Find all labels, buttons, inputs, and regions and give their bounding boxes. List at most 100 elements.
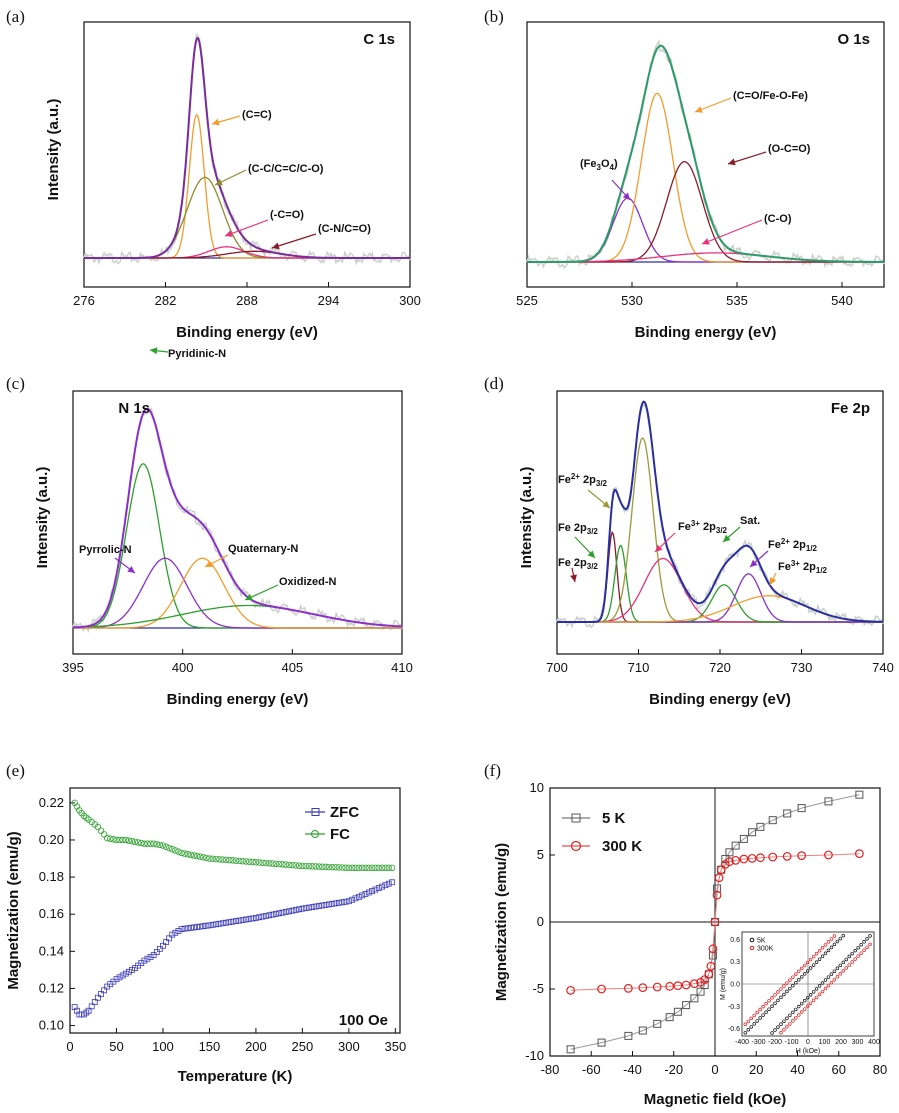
- inset-point-5k: [838, 936, 843, 941]
- zfc-point: [166, 935, 173, 942]
- fc-point: [178, 849, 185, 857]
- zfc-point: [200, 923, 207, 930]
- zfc-point: [122, 970, 129, 977]
- zfc-point: [292, 907, 299, 913]
- inset-point-300k: [832, 934, 837, 938]
- inset-point-300k: [785, 981, 789, 985]
- fc-point: [222, 856, 230, 864]
- inset-point-5k: [853, 948, 857, 953]
- inset-point-5k: [820, 981, 825, 985]
- x-tick-label: 300: [399, 293, 421, 308]
- zfc-point: [175, 928, 182, 934]
- inset-point-5k: [826, 975, 831, 979]
- zfc-point: [342, 898, 349, 905]
- envelope-fit: [557, 400, 883, 623]
- inset-point-5k: [808, 966, 813, 970]
- zfc-point: [319, 902, 326, 909]
- fc-point: [212, 855, 220, 863]
- panel-title: Fe 2p: [831, 400, 870, 417]
- zfc-point: [85, 1007, 92, 1014]
- inset-x-tick-label: -400: [735, 1039, 749, 1046]
- fc-point: [110, 836, 117, 843]
- x-tick-label: 400: [172, 660, 194, 675]
- inset-point-300k: [835, 974, 840, 979]
- inset-point-300k: [767, 998, 771, 1003]
- zfc-point: [156, 945, 163, 952]
- y-tick-label: 5: [537, 847, 544, 862]
- zfc-point: [316, 903, 322, 909]
- fc-point: [292, 862, 299, 869]
- inset-point-5k: [764, 1010, 768, 1014]
- point-300k: [681, 980, 691, 990]
- x-tick-label: 535: [726, 293, 748, 308]
- zfc-point: [169, 931, 176, 938]
- zfc-point: [322, 902, 329, 908]
- inset-point-300k: [782, 984, 786, 988]
- x-axis-label: Binding energy (eV): [176, 324, 318, 341]
- zfc-point: [329, 900, 336, 907]
- zfc-point: [91, 999, 98, 1005]
- point-300k: [704, 969, 714, 979]
- fc-point: [332, 864, 339, 871]
- inset-point-300k: [797, 969, 801, 974]
- inset-point-5k: [782, 1019, 786, 1023]
- fc-point: [352, 864, 359, 872]
- zfc-point: [101, 987, 107, 994]
- zfc-point: [262, 913, 269, 919]
- fc-point: [375, 864, 382, 872]
- zfc-point: [233, 918, 239, 925]
- zfc-point: [184, 925, 191, 932]
- x-tick-label: 250: [292, 1039, 314, 1054]
- zfc-point: [163, 939, 169, 945]
- zfc-point: [172, 929, 179, 936]
- inset-point-300k: [817, 948, 822, 953]
- annotation-arrow-head: [770, 577, 777, 585]
- fc-point: [156, 841, 164, 849]
- fc-point: [193, 852, 201, 860]
- zfc-point: [362, 891, 369, 897]
- fc-point: [275, 860, 283, 868]
- x-tick-label: 20: [749, 1062, 763, 1077]
- zfc-point: [339, 899, 346, 906]
- inset-plot: -400 -300 -200 -100 0 100 200 300 400 -0.6 -0.3 0.0…: [720, 931, 880, 1055]
- inset-y-tick-label: 0.6: [730, 937, 740, 944]
- fc-point: [265, 860, 273, 867]
- component-peak: [527, 92, 884, 263]
- annotation-arrow-head: [655, 544, 663, 552]
- inset-point-5k: [835, 939, 840, 944]
- inset-point-5k: [779, 1022, 783, 1026]
- zfc-point: [197, 923, 204, 930]
- fc-point: [153, 841, 160, 848]
- inset-point-300k: [808, 1001, 813, 1005]
- x-tick-label: 395: [62, 660, 84, 675]
- point-5k: [739, 834, 748, 843]
- inset-point-5k: [749, 1025, 753, 1029]
- point-300k: [665, 981, 675, 991]
- legend-label: ZFC: [330, 804, 359, 821]
- zfc-point: [279, 909, 286, 916]
- zfc-point: [302, 905, 309, 912]
- fc-point: [372, 864, 379, 872]
- x-tick-label: 40: [790, 1062, 804, 1077]
- fc-point: [100, 831, 108, 838]
- peak-label: Pyridinic-N: [168, 348, 226, 360]
- annotation-arrow-head: [127, 566, 135, 573]
- fc-point: [262, 859, 270, 867]
- inset-legend-marker: [749, 937, 755, 943]
- inset-point-5k: [797, 1004, 801, 1009]
- x-tick-label: 100: [152, 1039, 174, 1054]
- inset-point-300k: [749, 1016, 753, 1021]
- fc-point: [229, 857, 236, 864]
- zfc-point: [246, 916, 253, 922]
- inset-point-300k: [814, 951, 819, 956]
- inset-point-5k: [758, 1016, 762, 1020]
- fc-point: [94, 823, 102, 831]
- fc-point: [203, 854, 210, 862]
- panel-f: -80 -60 -40 -20 0 20 40 60 80-10-50510(f)Magneti…: [484, 761, 887, 1108]
- zfc-point: [259, 913, 266, 920]
- point-300k: [673, 981, 683, 991]
- inset-point-300k: [820, 946, 825, 950]
- inset-point-300k: [868, 942, 872, 947]
- zfc-point: [389, 879, 395, 886]
